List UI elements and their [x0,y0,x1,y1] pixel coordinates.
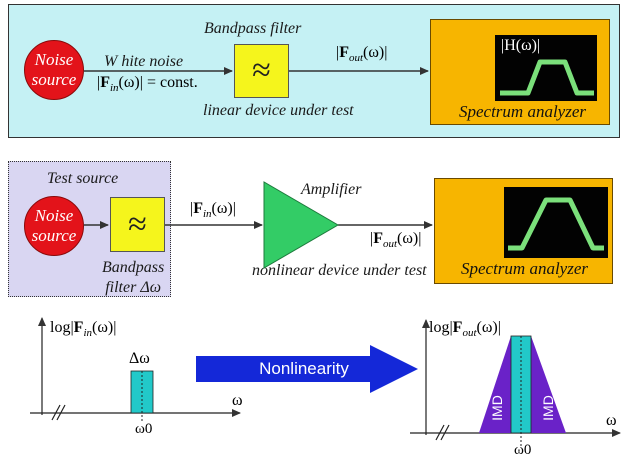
left-axis-break-1 [51,404,61,421]
bandpass-filter-label-middle: Bandpass filter Δω [102,259,165,296]
noise-source-middle: Noise source [24,196,84,256]
fout-label-middle: |Fout(ω)| [370,230,422,251]
bandpass-filter-box-top: ≈ [234,44,289,98]
bandpass-filter-box-middle: ≈ [110,197,165,252]
linear-device-label: linear device under test [203,102,354,119]
right-axis-break-2 [440,424,450,441]
delta-omega-label: Δω [129,350,150,367]
imd-right-label: IMD [540,395,556,421]
nonlinearity-label: Nonlinearity [259,359,349,378]
h-omega-label: |H(ω)| [501,37,541,54]
approx-icon: ≈ [252,52,271,89]
amplifier-triangle [263,181,339,269]
spectrum-analyzer-label-top: Spectrum analyzer [458,102,586,121]
noise-source-top: Noise source [24,40,84,100]
left-plot-x-label: ω [232,392,243,409]
amplifier-label: Amplifier [301,181,362,198]
bandpass-response-trace [500,59,594,96]
bandpass-filter-title: Bandpass filter [204,20,302,37]
spectrum-analyzer-label-middle: Spectrum analyzer [460,259,588,278]
right-axis-break-1 [435,424,445,441]
imd-left-label: IMD [489,395,505,421]
white-noise-label: W hite noise [104,53,184,70]
right-plot-y-label: log|Fout(ω)| [429,319,501,340]
nonlinearity-arrow [196,345,418,393]
fin-label-middle: |Fin(ω)| [190,200,236,221]
left-omega0-label: ω0 [135,421,153,437]
right-plot-x-label: ω [606,412,617,429]
analyzer-screen-top [495,35,597,101]
right-omega0-label: ω0 [514,442,532,458]
left-plot-y-label: log|Fin(ω)| [50,319,117,340]
distorted-response-trace [508,197,604,251]
fin-const-label: |Fin(ω)| = const. [97,74,198,95]
approx-icon: ≈ [128,205,147,243]
test-source-label: Test source [47,170,119,187]
fout-label-top: |Fout(ω)| [336,44,388,65]
nonlinear-device-label: nonlinear device under test [252,262,427,279]
left-axis-break-2 [56,404,66,421]
